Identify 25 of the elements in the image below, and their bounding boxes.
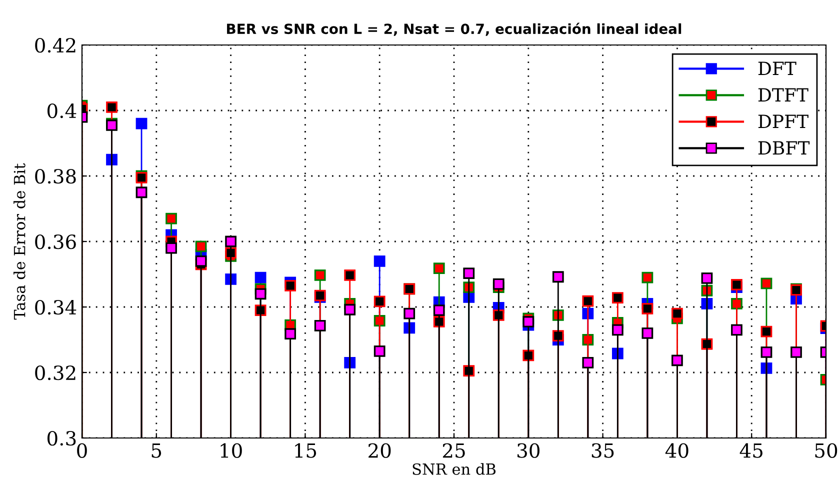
y-tick-label: 0.36	[35, 234, 76, 250]
y-tick-label: 0.32	[35, 365, 76, 380]
x-tick-label: 20	[368, 443, 391, 458]
x-tick-label: 45	[740, 443, 762, 458]
x-tick-label: 40	[665, 443, 688, 458]
x-axis-title: SNR en dB	[412, 463, 496, 475]
legend-label: DPFT	[758, 114, 808, 128]
y-tick-label: 0.4	[48, 103, 76, 118]
x-tick-label: 10	[220, 443, 242, 458]
x-tick-label: 30	[518, 443, 540, 458]
x-tick-label: 0	[77, 443, 87, 458]
x-tick-label: 15	[295, 443, 316, 458]
y-axis-title: Tasa de Error de Bit	[14, 163, 26, 320]
y-tick-label: 0.38	[35, 168, 76, 184]
x-tick-label: 50	[815, 443, 838, 458]
legend-label: DBFT	[758, 141, 810, 154]
legend-label: DTFT	[758, 88, 808, 102]
y-tick-label: 0.34	[35, 300, 76, 315]
y-tick-label: 0.3	[48, 430, 76, 446]
x-tick-label: 25	[442, 443, 465, 458]
x-tick-label: 35	[592, 443, 614, 458]
x-tick-label: 5	[152, 443, 162, 458]
y-tick-label: 0.42	[35, 38, 76, 53]
legend-label: DFT	[758, 62, 796, 75]
chart-title: BER vs SNR con L = 2, Nsat = 0.7, ecualización lineal ideal	[227, 22, 682, 36]
